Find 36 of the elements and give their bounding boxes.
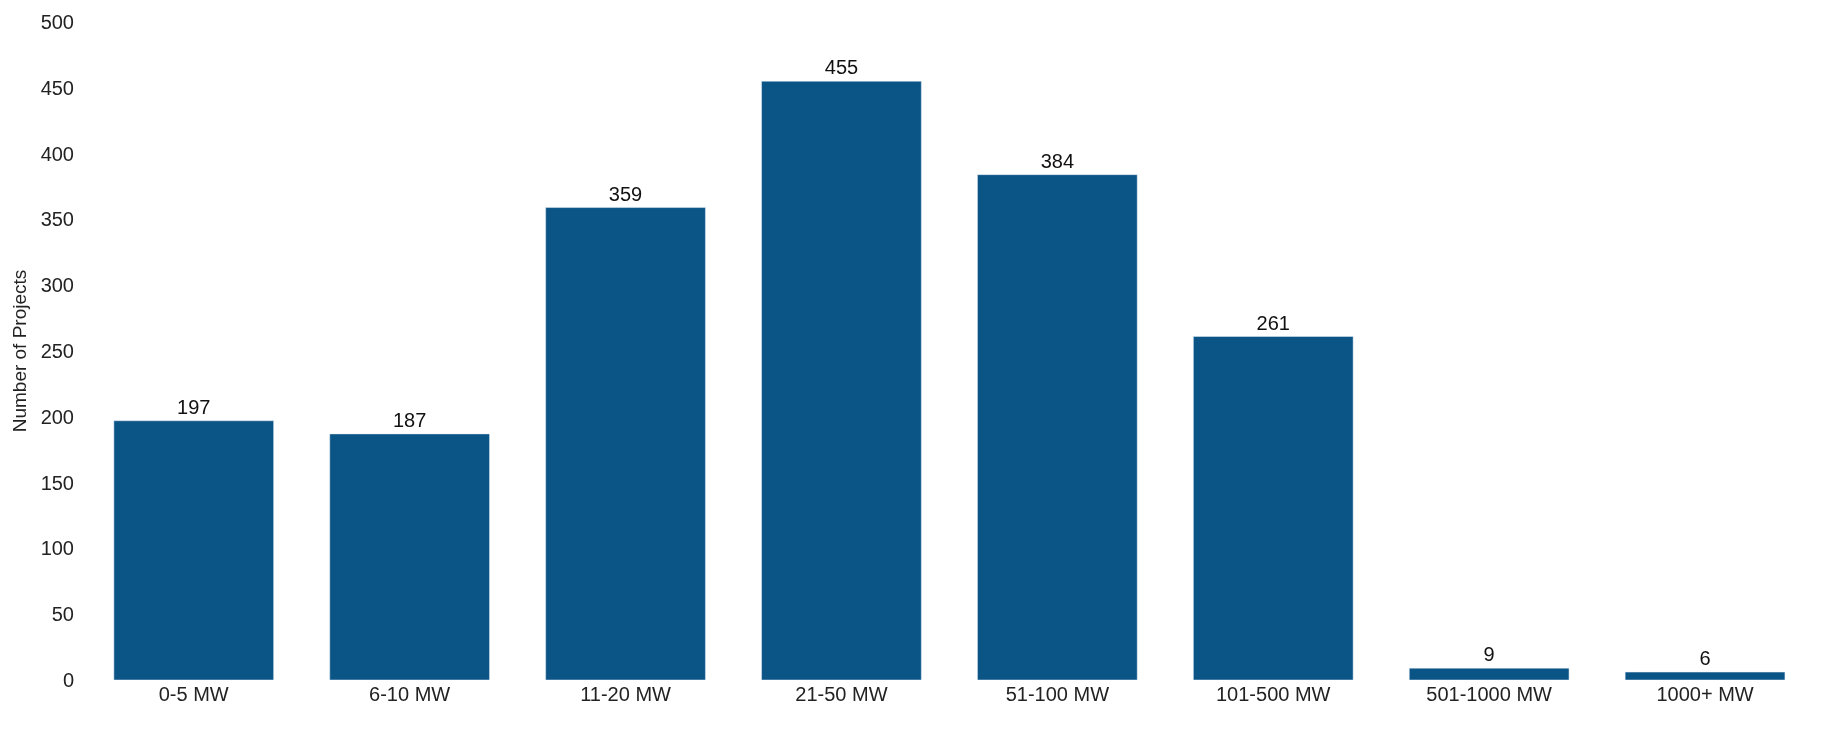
y-tick-label: 450 — [40, 76, 74, 99]
y-tick-label: 350 — [40, 208, 74, 231]
y-tick-label: 0 — [62, 669, 74, 691]
data-label: 6 — [1699, 647, 1711, 670]
y-tick-label: 250 — [40, 340, 74, 362]
x-tick-label: 101-500 MW — [1216, 683, 1331, 705]
data-label: 261 — [1256, 311, 1290, 334]
y-tick-label: 150 — [40, 471, 74, 494]
data-label: 9 — [1483, 643, 1495, 666]
data-label: 359 — [608, 182, 643, 205]
bar — [977, 174, 1138, 680]
x-tick-label: 501-1000 MW — [1426, 683, 1553, 705]
x-tick-label: 21-50 MW — [795, 683, 888, 705]
data-label: 384 — [1040, 149, 1075, 172]
bar — [329, 433, 490, 680]
bar — [545, 207, 706, 680]
bar — [1193, 336, 1354, 680]
y-tick-label: 200 — [40, 405, 74, 428]
bar — [761, 80, 922, 680]
data-label: 455 — [824, 56, 859, 79]
bar — [1409, 667, 1570, 680]
x-tick-label: 0-5 MW — [158, 683, 229, 705]
x-tick-label: 51-100 MW — [1005, 683, 1110, 705]
y-axis-title: Number of Projects — [9, 269, 31, 433]
y-tick-label: 500 — [40, 11, 74, 33]
bar — [113, 420, 274, 680]
x-tick-label: 11-20 MW — [580, 683, 672, 705]
data-label: 197 — [177, 395, 211, 418]
x-tick-label: 1000+ MW — [1656, 683, 1754, 705]
x-tick-label: 6-10 MW — [369, 683, 451, 705]
y-tick-label: 50 — [51, 603, 74, 626]
y-tick-label: 100 — [40, 537, 74, 560]
data-label: 187 — [392, 408, 427, 431]
bar — [1624, 671, 1786, 680]
y-tick-label: 300 — [40, 274, 74, 297]
y-tick-label: 400 — [40, 142, 74, 165]
